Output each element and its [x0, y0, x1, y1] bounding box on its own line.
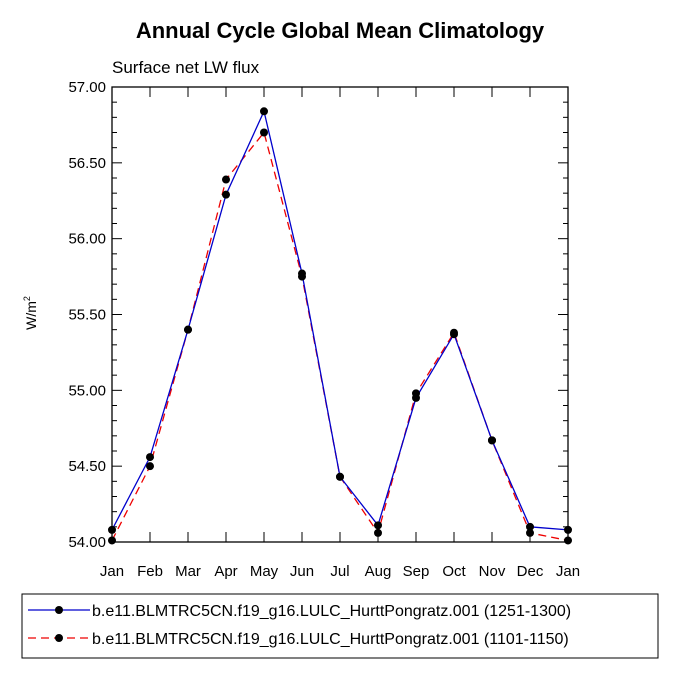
legend-marker-series-2	[55, 634, 63, 642]
chart-title: Annual Cycle Global Mean Climatology	[136, 18, 545, 43]
series-2-point	[146, 462, 154, 471]
series-1-point	[108, 525, 116, 534]
x-tick-label: Dec	[517, 563, 544, 580]
x-tick-label: Jan	[100, 563, 124, 580]
legend-box	[21, 593, 659, 659]
series-2-point	[298, 272, 306, 281]
x-tick-label: Feb	[137, 563, 163, 580]
y-axis-label: W/m2	[22, 296, 39, 330]
x-tick-label: May	[250, 563, 279, 580]
series-1-point	[260, 107, 268, 116]
series-line-1	[111, 109, 569, 531]
series-2-point	[564, 536, 572, 545]
x-tick-label: Jan	[556, 563, 580, 580]
y-tick-label: 54.50	[68, 458, 106, 475]
x-tick-label: Apr	[214, 563, 237, 580]
x-tick-label: Oct	[442, 563, 466, 580]
y-tick-label: 54.00	[68, 534, 106, 551]
x-tick-label: Jul	[330, 563, 349, 580]
y-tick-label: 56.50	[68, 155, 106, 172]
series-2-point	[336, 472, 344, 481]
series-1-point	[564, 525, 572, 534]
series-2-point	[450, 328, 458, 337]
series-2-point	[412, 389, 420, 398]
series-2-point	[526, 528, 534, 537]
legend-label-series-2: b.e11.BLMTRC5CN.f19_g16.LULC_HurttPongra…	[92, 631, 569, 648]
x-tick-label: Nov	[479, 563, 506, 580]
x-tick-label: Jun	[290, 563, 314, 580]
series-layer	[108, 107, 572, 545]
y-tick-label: 55.50	[68, 307, 106, 324]
series-1-point	[222, 190, 230, 199]
x-tick-label: Aug	[365, 563, 392, 580]
series-2-point	[108, 536, 116, 545]
svg-text:W/m2: W/m2	[22, 296, 39, 330]
series-2-point	[184, 325, 192, 334]
y-tick-label: 56.00	[68, 231, 106, 248]
series-2-point	[488, 436, 496, 445]
legend: b.e11.BLMTRC5CN.f19_g16.LULC_HurttPongra…	[21, 593, 659, 659]
ticks-layer: 54.00 54.50 55.00 55.50 56.00 56.50 57.00 Jan Fe…	[68, 79, 580, 580]
series-1-point	[146, 453, 154, 462]
series-2-point	[260, 128, 268, 137]
x-tick-label: Mar	[175, 563, 201, 580]
series-2-point	[222, 175, 230, 184]
y-tick-label: 55.00	[68, 382, 106, 399]
series-1-point	[374, 521, 382, 530]
chart-subtitle: Surface net LW flux	[112, 58, 260, 77]
y-axis-label-text: W/m	[23, 301, 39, 330]
legend-label-series-1: b.e11.BLMTRC5CN.f19_g16.LULC_HurttPongra…	[92, 603, 571, 620]
y-axis-label-superscript: 2	[22, 296, 32, 301]
legend-marker-series-1	[55, 606, 63, 614]
x-tick-label: Sep	[403, 563, 430, 580]
series-1-point	[526, 522, 534, 531]
series-2-point	[374, 528, 382, 537]
y-tick-label: 57.00	[68, 79, 106, 96]
